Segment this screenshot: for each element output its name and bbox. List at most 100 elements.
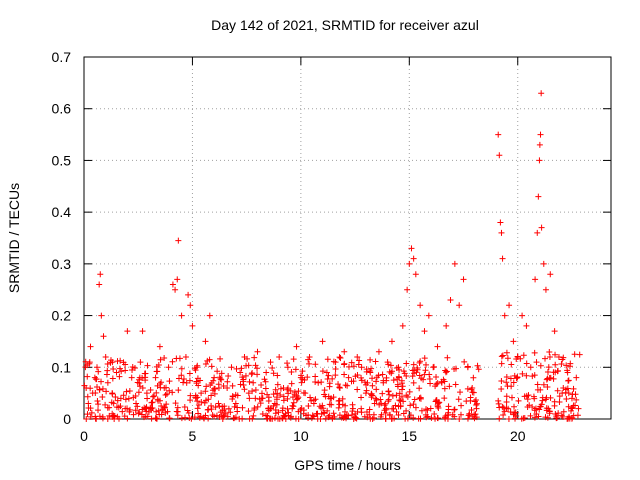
data-point-background [350, 363, 357, 370]
data-point-background [326, 383, 333, 390]
data-point-background [465, 412, 472, 419]
data-point-background [552, 361, 559, 368]
data-point-background [191, 414, 198, 421]
data-point-background [339, 395, 346, 402]
data-point-background [410, 414, 417, 421]
data-point [519, 312, 526, 319]
data-point-background [510, 411, 517, 418]
data-point-background [126, 387, 133, 394]
data-point-background [307, 394, 314, 401]
data-point-background [385, 396, 392, 403]
chart-title: Day 142 of 2021, SRMTID for receiver azu… [211, 17, 479, 33]
data-point-background [135, 389, 142, 396]
data-point [399, 322, 406, 329]
data-point-background [354, 372, 361, 379]
data-point [496, 152, 503, 159]
data-point [535, 193, 542, 200]
data-point-background [515, 397, 522, 404]
data-point-background [354, 386, 361, 393]
data-point-background [245, 408, 252, 415]
data-point [336, 384, 343, 391]
data-point-background [423, 406, 430, 413]
data-point-background [83, 415, 90, 422]
data-point-background [86, 360, 93, 367]
data-point-background [162, 404, 169, 411]
data-point-background [201, 399, 208, 406]
data-point [139, 328, 146, 335]
data-point-background [473, 414, 480, 421]
data-point-background [145, 408, 152, 415]
data-point-background [225, 373, 232, 380]
data-point-background [274, 372, 281, 379]
data-point-background [299, 368, 306, 375]
data-point-background [84, 373, 91, 380]
data-point-background [288, 413, 295, 420]
data-point-background [232, 391, 239, 398]
y-tick-label: 0.6 [52, 101, 72, 117]
data-point [527, 364, 534, 371]
data-point-background [151, 393, 158, 400]
data-point-background [155, 361, 162, 368]
data-point-background [252, 395, 259, 402]
data-point-background [153, 408, 160, 415]
data-point [302, 390, 309, 397]
data-point-background [248, 371, 255, 378]
data-point-background [318, 411, 325, 417]
data-point-background [342, 382, 349, 389]
y-tick-label: 0.3 [52, 256, 72, 272]
data-point [104, 379, 111, 386]
tick-labels: 0 0.1 0.2 0.3 0.4 0.5 0.6 0.7 0 5 10 15 20 [52, 49, 526, 444]
data-point-background [230, 415, 237, 422]
data-point [98, 312, 105, 319]
data-point [293, 343, 300, 350]
data-point-background [186, 414, 193, 421]
data-point-background [341, 371, 348, 378]
data-point [362, 390, 369, 397]
data-point-background [503, 379, 510, 386]
data-point [137, 359, 144, 366]
data-point-background [387, 411, 394, 418]
data-point-background [455, 396, 462, 403]
data-point-background [329, 415, 336, 422]
data-point-background [234, 408, 241, 415]
data-point-background [444, 415, 451, 422]
data-point-background [571, 351, 578, 358]
data-point [345, 374, 352, 381]
data-point-background [241, 386, 248, 393]
data-point-background [464, 415, 471, 422]
data-point-background [325, 413, 332, 420]
data-point [434, 343, 441, 350]
data-point-background [507, 375, 514, 382]
data-point-background [251, 407, 258, 414]
data-point-background [356, 357, 363, 364]
data-point-background [99, 413, 106, 420]
data-point-background [254, 365, 261, 372]
data-point-background [358, 374, 365, 381]
data-point [185, 291, 192, 298]
data-point-background [178, 415, 185, 422]
data-point-background [431, 411, 438, 418]
data-point-background [535, 413, 542, 420]
x-tick-label: 5 [189, 428, 197, 444]
data-point-background [433, 373, 440, 380]
data-points [81, 90, 583, 422]
data-point-background [195, 410, 202, 417]
data-point-background [169, 358, 176, 365]
x-tick-label: 0 [80, 428, 88, 444]
data-point-background [134, 379, 141, 386]
data-point-background [221, 412, 228, 419]
data-point-background [264, 391, 271, 398]
x-axis-title: GPS time / hours [294, 457, 401, 473]
data-point-background [552, 351, 559, 358]
data-point-background [472, 411, 479, 418]
data-point-background [208, 363, 215, 370]
data-point-background [252, 362, 259, 369]
data-point-background [187, 392, 194, 399]
data-point-background [312, 379, 319, 386]
data-point [174, 276, 181, 283]
data-point-background [321, 391, 328, 398]
data-point-background [475, 366, 482, 373]
data-point [499, 255, 506, 262]
data-point [219, 416, 226, 422]
data-point-background [520, 352, 527, 359]
